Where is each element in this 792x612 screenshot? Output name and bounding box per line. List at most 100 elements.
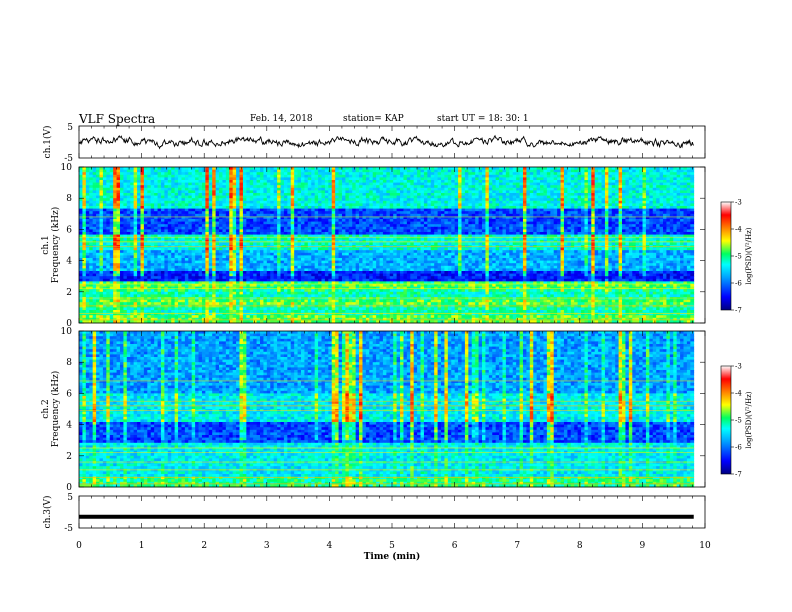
spectrogram-cell <box>670 206 674 209</box>
spectrogram-cell <box>482 203 486 206</box>
spectrogram-cell <box>465 203 469 206</box>
spectrogram-cell <box>383 222 387 225</box>
spectrogram-cell <box>86 185 90 188</box>
spectrogram-cell <box>421 229 425 232</box>
spectrogram-cell <box>250 170 254 173</box>
spectrogram-cell <box>625 188 629 191</box>
spectrogram-cell <box>680 214 684 217</box>
spectrogram-cell <box>543 232 547 235</box>
spectrogram-cell <box>489 219 493 222</box>
spectrogram-cell <box>520 175 524 178</box>
spectrogram-cell <box>625 201 629 204</box>
spectrogram-cell <box>502 190 506 193</box>
spectrogram-cell <box>192 185 196 188</box>
spectrogram-cell <box>318 170 322 173</box>
spectrogram-cell <box>496 167 500 170</box>
spectrogram-cell <box>482 224 486 227</box>
spectrogram-cell <box>342 185 346 188</box>
spectrogram-cell <box>472 185 476 188</box>
spectrogram-cell <box>294 227 298 230</box>
spectrogram-cell <box>666 185 670 188</box>
spectrogram-cell <box>540 172 544 175</box>
spectrogram-cell <box>584 190 588 193</box>
spectrogram-cell <box>212 209 216 212</box>
spectrogram-cell <box>424 190 428 193</box>
spectrogram-cell <box>550 224 554 227</box>
spectrogram-cell <box>147 224 151 227</box>
spectrogram-cell <box>356 177 360 180</box>
spectrogram-cell <box>653 198 657 201</box>
spectrogram-cell <box>188 190 192 193</box>
spectrogram-cell <box>670 224 674 227</box>
spectrogram-cell <box>588 211 592 214</box>
spectrogram-cell <box>376 227 380 230</box>
spectrogram-cell <box>110 237 114 240</box>
spectrogram-cell <box>602 229 606 232</box>
spectrogram-cell <box>120 193 124 196</box>
spectrogram-cell <box>277 206 281 209</box>
spectrogram-cell <box>417 167 421 170</box>
spectrogram-cell <box>516 206 520 209</box>
spectrogram-cell <box>673 188 677 191</box>
spectrogram-cell <box>407 222 411 225</box>
spectrogram-cell <box>619 203 623 206</box>
spectrogram-cell <box>458 209 462 212</box>
spectrogram-cell <box>492 222 496 225</box>
spectrogram-cell <box>632 183 636 186</box>
spectrogram-cell <box>175 188 179 191</box>
spectrogram-cell <box>578 206 582 209</box>
spectrogram-cell <box>557 188 561 191</box>
spectrogram-cell <box>284 180 288 183</box>
spectrogram-cell <box>578 196 582 199</box>
spectrogram-cell <box>537 229 541 232</box>
spectrogram-cell <box>629 172 633 175</box>
spectrogram-cell <box>431 227 435 230</box>
spectrogram-cell <box>304 201 308 204</box>
spectrogram-cell <box>578 193 582 196</box>
spectrogram-cell <box>362 167 366 170</box>
spectrogram-cell <box>643 190 647 193</box>
spectrogram-cell <box>574 193 578 196</box>
spectrogram-cell <box>656 203 660 206</box>
spectrogram-cell <box>349 183 353 186</box>
spectrogram-cell <box>670 188 674 191</box>
spectrogram-cell <box>257 229 261 232</box>
spectrogram-cell <box>520 198 524 201</box>
spectrogram-cell <box>298 232 302 235</box>
spectrogram-cell <box>127 185 131 188</box>
spectrogram-cell <box>513 206 517 209</box>
spectrogram-cell <box>147 170 151 173</box>
spectrogram-cell <box>670 211 674 214</box>
spectrogram-cell <box>472 229 476 232</box>
spectrogram-cell <box>253 214 257 217</box>
spectrogram-cell <box>226 201 230 204</box>
spectrogram-cell <box>584 193 588 196</box>
spectrogram-cell <box>260 211 264 214</box>
spectrogram-cell <box>243 190 247 193</box>
spectrogram-cell <box>448 224 452 227</box>
spectrogram-cell <box>86 180 90 183</box>
spectrogram-cell <box>205 229 209 232</box>
spectrogram-cell <box>434 227 438 230</box>
spectrogram-cell <box>612 180 616 183</box>
spectrogram-cell <box>192 172 196 175</box>
spectrogram-cell <box>598 190 602 193</box>
spectrogram-cell <box>99 167 103 170</box>
spectrogram-cell <box>414 175 418 178</box>
spectrogram-cell <box>99 196 103 199</box>
spectrogram-cell <box>106 177 110 180</box>
spectrogram-cell <box>475 193 479 196</box>
spectrogram-cell <box>171 172 175 175</box>
spectrogram-cell <box>410 190 414 193</box>
spectrogram-cell <box>462 224 466 227</box>
spectrogram-cell <box>117 188 121 191</box>
spectrogram-cell <box>472 193 476 196</box>
spectrogram-cell <box>554 211 558 214</box>
spectrogram-cell <box>311 167 315 170</box>
spectrogram-cell <box>431 229 435 232</box>
spectrogram-cell <box>345 185 349 188</box>
spectrogram-cell <box>106 227 110 230</box>
spectrogram-cell <box>431 203 435 206</box>
spectrogram-cell <box>164 227 168 230</box>
spectrogram-cell <box>243 232 247 235</box>
